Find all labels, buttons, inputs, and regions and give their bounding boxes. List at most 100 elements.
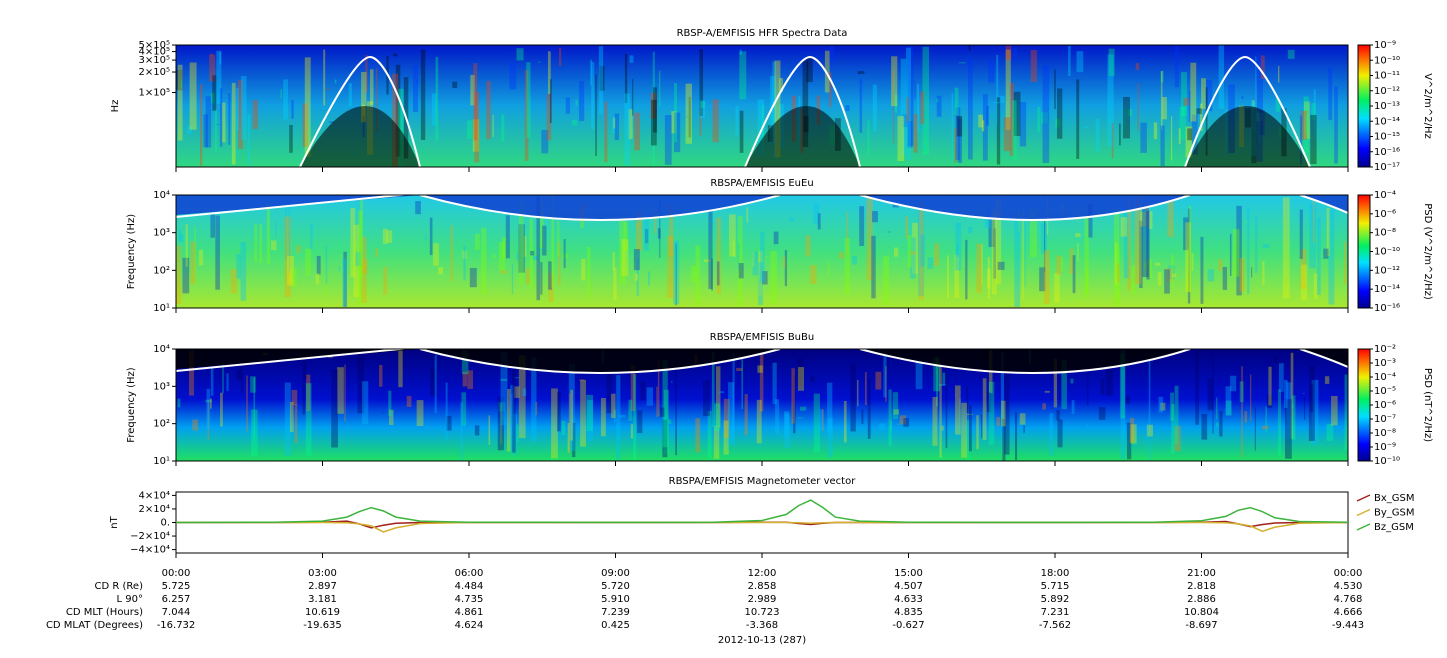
- spectrogram-texture: [1265, 406, 1267, 433]
- spectrogram-texture: [656, 386, 658, 418]
- ephemeris-value: 5.910: [601, 594, 630, 605]
- spectrogram-texture: [976, 243, 982, 293]
- spectrogram-texture: [759, 353, 764, 412]
- spectrogram-texture: [599, 65, 605, 91]
- spectrogram-texture: [1014, 219, 1021, 308]
- spectrogram-texture: [521, 201, 524, 270]
- spectrogram-texture: [430, 368, 437, 397]
- spectrogram-texture: [587, 400, 593, 442]
- spectrogram-texture: [305, 383, 312, 456]
- spectrogram-texture: [711, 352, 715, 428]
- spectrogram-texture: [1001, 400, 1006, 427]
- spectrogram-texture: [966, 386, 969, 413]
- spectrogram-texture: [988, 219, 995, 248]
- spectrogram-texture: [959, 398, 961, 436]
- ephemeris-value: 3.181: [308, 594, 337, 605]
- spectrogram-texture: [179, 234, 184, 243]
- spectrogram-texture: [473, 63, 478, 141]
- spectrogram-texture: [936, 98, 940, 103]
- spectrogram-texture: [214, 109, 217, 153]
- spectrogram-texture: [326, 88, 331, 90]
- spectrogram-texture: [866, 197, 873, 281]
- spectrogram-texture: [806, 55, 813, 83]
- spectrogram-texture: [205, 96, 212, 148]
- spectrogram-texture: [1262, 261, 1265, 286]
- spectrogram-texture: [996, 54, 999, 126]
- y-tick-label: −4×10⁴: [130, 545, 170, 556]
- spectrogram-texture: [518, 355, 526, 439]
- spectrogram-texture: [270, 240, 277, 251]
- spectrogram-texture: [646, 387, 653, 406]
- spectrogram-texture: [1160, 125, 1165, 166]
- spectrogram-texture: [1171, 254, 1174, 289]
- boundary-curve: [1184, 55, 1311, 167]
- spectrogram-texture: [226, 373, 229, 391]
- spectrogram-texture: [857, 379, 859, 407]
- spectrogram-texture: [1205, 87, 1208, 156]
- spectrogram-texture: [510, 385, 514, 452]
- spectrogram-texture: [434, 355, 437, 414]
- spectrogram-texture: [894, 94, 898, 113]
- spectrogram-texture: [695, 245, 701, 306]
- spectrogram-texture: [633, 374, 637, 460]
- spectrogram-texture: [190, 241, 196, 285]
- spectrogram-texture: [1019, 102, 1027, 147]
- spectrogram-texture: [388, 390, 392, 416]
- spectrogram-texture: [673, 240, 680, 305]
- spectrogram-texture: [630, 423, 634, 439]
- spectrogram-texture: [266, 203, 271, 264]
- panel-title: RBSPA/EMFISIS BuBu: [710, 332, 814, 343]
- spectrogram-texture: [549, 79, 552, 123]
- spectrogram-texture: [1218, 45, 1225, 109]
- spectrogram-texture: [875, 371, 882, 390]
- spectrogram-texture: [1188, 205, 1192, 293]
- spectrogram-texture: [389, 409, 394, 425]
- spectrogram-texture: [1130, 424, 1137, 444]
- spectrogram-texture: [572, 422, 576, 458]
- spectrogram-texture: [590, 59, 592, 86]
- spectrogram-texture: [365, 55, 368, 93]
- spectrogram-texture: [772, 362, 777, 405]
- spectrogram-texture: [530, 251, 535, 256]
- spectrogram-texture: [393, 53, 398, 57]
- spectrogram-texture: [236, 87, 239, 131]
- ephemeris-value: -9.443: [1332, 620, 1364, 631]
- spectrogram-texture: [887, 231, 891, 233]
- colorbar-tick-label: 10⁻¹²: [1374, 86, 1400, 97]
- spectrogram-texture: [358, 210, 363, 305]
- spectrogram-texture: [1313, 89, 1316, 139]
- spectrogram-texture: [1255, 215, 1258, 273]
- spectrogram-texture: [650, 92, 657, 119]
- spectrogram-texture: [203, 114, 208, 148]
- spectrogram-texture: [206, 388, 211, 430]
- spectrogram-texture: [500, 352, 508, 426]
- spectrogram-texture: [716, 217, 721, 295]
- spectrogram-texture: [633, 249, 640, 271]
- spectrogram-texture: [956, 115, 963, 137]
- dark-region: [745, 106, 860, 167]
- spectrogram-texture: [967, 226, 973, 234]
- spectrogram-texture: [1105, 355, 1113, 396]
- x-tick-label: 15:00: [894, 568, 923, 579]
- spectrogram-texture: [344, 364, 346, 422]
- ephemeris-value: -16.732: [157, 620, 196, 631]
- spectrogram-texture: [1196, 108, 1202, 115]
- spectrogram-texture: [797, 358, 803, 387]
- spectrogram-texture: [1305, 113, 1308, 134]
- spectrogram-texture: [392, 73, 399, 167]
- spectrogram-texture: [737, 243, 740, 270]
- spectrogram-texture: [920, 91, 925, 125]
- spectrogram-texture: [259, 224, 263, 263]
- spectrogram-texture: [548, 261, 552, 290]
- spectrogram-texture: [1266, 394, 1273, 409]
- boundary-curve: [176, 349, 1348, 374]
- spectrogram-texture: [1185, 222, 1191, 292]
- ephemeris-value: -3.368: [746, 620, 778, 631]
- spectrogram-texture: [1042, 403, 1047, 410]
- spectrogram-texture: [628, 399, 633, 421]
- spectrogram-texture: [867, 120, 870, 155]
- spectrogram-texture: [511, 263, 514, 295]
- spectrogram-texture: [187, 125, 192, 134]
- spectrogram-texture: [1250, 374, 1252, 422]
